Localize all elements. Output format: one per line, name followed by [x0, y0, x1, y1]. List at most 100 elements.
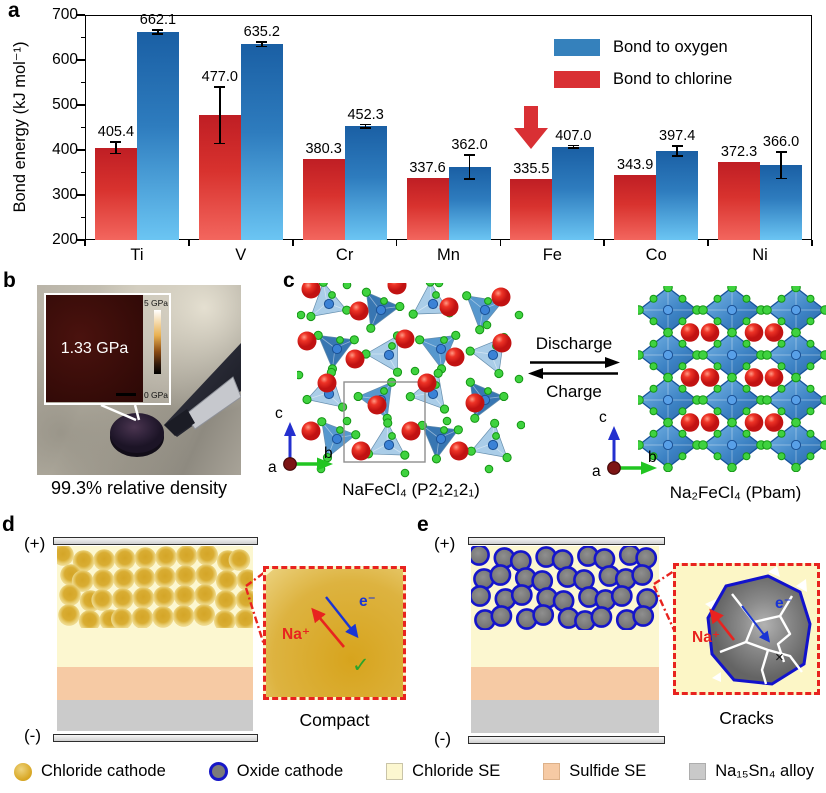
error-cap [464, 178, 475, 181]
x-tick [188, 240, 190, 246]
legend-swatch-oxygen [554, 39, 600, 56]
axis-b-label: b [648, 449, 657, 466]
x-tick [395, 240, 398, 246]
sulfide-se-layer [57, 667, 253, 700]
bar-Mn [406, 178, 449, 240]
error-bar [780, 152, 782, 179]
legend-label: Sulfide SE [569, 762, 647, 780]
na-atom [680, 413, 700, 432]
error-cap [671, 155, 683, 157]
colorbar-min-label: 0 GPa [143, 390, 169, 400]
inset-pointer-line [100, 403, 137, 422]
chloride-particle [195, 564, 217, 586]
na-atom [700, 368, 720, 387]
afm-image: 1.33 GPa [46, 295, 143, 402]
x-tick [84, 240, 86, 246]
inset-compact: Na⁺ e⁻ ✓ [263, 566, 406, 700]
compact-particle [266, 569, 403, 697]
zoom-connector-d [244, 571, 267, 649]
chloride-particle [114, 548, 136, 570]
zoom-connector-e [652, 569, 676, 631]
chloride-particle [155, 546, 177, 568]
axes-indicator-right: c b a [586, 402, 664, 480]
chloride-particle [236, 569, 253, 591]
oxide-particle [532, 604, 555, 626]
legend-label-chlorine: Bond to chlorine [613, 70, 733, 88]
y-axis-title: Bond energy (kJ mol⁻¹) [11, 41, 29, 213]
na-atom [401, 421, 421, 441]
bar-Cr [302, 158, 345, 240]
bar-Ti [94, 147, 137, 240]
pellet-tweezers-graphic [100, 343, 241, 457]
na-atom [349, 301, 369, 321]
sulfide-se-icon [543, 763, 561, 780]
na-atom [445, 347, 465, 367]
tweezers-tip-silver [184, 376, 241, 430]
error-cap [671, 145, 683, 147]
error-cap [214, 142, 226, 145]
na-atom [764, 368, 784, 387]
error-bar [260, 41, 263, 47]
bar-value-label: 635.2 [243, 23, 280, 40]
na-atom [297, 331, 317, 351]
reaction-arrows-block: Discharge Charge [518, 334, 630, 402]
axes-indicator-left: c b a [262, 398, 340, 476]
legend-item-chloride-se: Chloride SE [386, 762, 500, 781]
legend-row-oxygen: Bond to oxygen [554, 38, 732, 57]
error-cap [152, 29, 164, 32]
panel-letter-b: b [3, 269, 16, 292]
x-tick [291, 240, 294, 246]
error-cap [256, 41, 268, 43]
chloride-particle [216, 570, 238, 592]
na-atom [417, 373, 437, 393]
error-cap [360, 127, 372, 130]
category-label: Fe [542, 246, 562, 264]
chloride-particle [194, 584, 216, 606]
chloride-particle [78, 610, 101, 628]
error-bar [676, 146, 678, 157]
bar-Fe [510, 179, 553, 240]
chloride-particle [196, 546, 218, 566]
legend-item-chloride-cathode: Chloride cathode [14, 762, 166, 781]
panel-letter-c: c [283, 269, 295, 292]
negative-terminal-e: (-) [434, 729, 451, 748]
inset-cracks: Na⁺ e⁻ × [673, 563, 820, 695]
category-label: Ti [130, 246, 144, 264]
na-atom [301, 421, 321, 441]
na-atom [317, 373, 337, 393]
error-bar [572, 145, 575, 149]
oxide-particle [471, 546, 490, 566]
y-tick-label: 400 [52, 141, 78, 158]
na-atom [367, 395, 387, 415]
y-tick [77, 239, 85, 241]
bar-value-label: 407.0 [555, 127, 592, 144]
error-cap [110, 140, 122, 143]
error-cap [110, 152, 122, 155]
bar-value-label: 452.3 [347, 106, 384, 123]
negative-terminal-d: (-) [24, 726, 41, 745]
x-tick [499, 240, 502, 246]
error-cap [256, 45, 268, 48]
error-cap [464, 154, 475, 156]
chloride-particle [93, 549, 115, 571]
chloride-particle [58, 604, 80, 626]
category-label: Ni [752, 246, 768, 264]
oxide-cathode-particles [471, 546, 659, 630]
cracks-label: Cracks [719, 708, 774, 728]
oxide-cathode-icon [208, 762, 228, 781]
error-cap [360, 123, 372, 126]
sodium-ion-label: Na⁺ [692, 629, 720, 646]
oxide-particle [490, 605, 513, 627]
error-bar [364, 124, 367, 129]
bar-Co [656, 151, 699, 240]
legend-row-chlorine: Bond to chlorine [554, 70, 732, 89]
oxide-particle [471, 585, 491, 607]
bar-value-label: 380.3 [305, 140, 342, 157]
scale-bar [116, 393, 136, 396]
na-atom [700, 323, 720, 342]
bar-Cr [344, 126, 387, 240]
electrode-top-e [468, 537, 665, 545]
na-atom [387, 283, 407, 295]
positive-terminal-e: (+) [434, 534, 456, 553]
bar-Co [614, 175, 657, 240]
